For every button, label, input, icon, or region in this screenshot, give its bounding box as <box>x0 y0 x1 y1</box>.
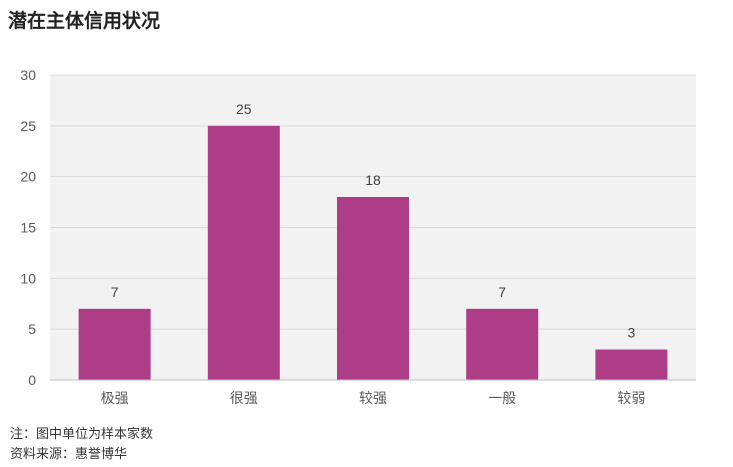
y-tick-label: 10 <box>20 270 36 286</box>
bar <box>337 197 409 380</box>
y-tick-label: 20 <box>20 169 36 185</box>
data-label: 7 <box>498 284 506 300</box>
bar <box>595 349 668 380</box>
data-label: 25 <box>236 101 252 117</box>
y-tick-label: 15 <box>20 220 36 236</box>
data-label: 3 <box>628 325 636 341</box>
bar <box>207 125 280 380</box>
y-tick-label: 0 <box>28 372 36 388</box>
y-axis-ticks: 0 5 10 15 20 25 30 <box>20 67 36 388</box>
category-label: 一般 <box>488 390 516 406</box>
footnotes: 注：图中单位为样本家数 资料来源：惠誉博华 <box>10 424 153 464</box>
data-label: 7 <box>111 284 119 300</box>
bar <box>466 308 539 380</box>
y-tick-label: 25 <box>20 118 36 134</box>
footnote-note: 注：图中单位为样本家数 <box>10 426 154 441</box>
category-label: 较强 <box>359 390 387 406</box>
category-label: 极强 <box>101 390 129 406</box>
category-label: 很强 <box>230 390 258 406</box>
y-tick-label: 30 <box>20 67 36 83</box>
chart-title: 潜在主体信用状况 <box>8 10 161 32</box>
footnote-source: 资料来源：惠誉博华 <box>10 446 128 461</box>
category-label: 较弱 <box>617 390 645 406</box>
y-tick-label: 5 <box>28 321 36 337</box>
data-label: 18 <box>365 172 381 188</box>
bar <box>78 308 151 380</box>
data-labels: 7 25 18 7 3 <box>111 101 636 341</box>
bars <box>78 125 668 380</box>
x-axis-categories: 极强 很强 较强 一般 较弱 <box>101 390 646 406</box>
